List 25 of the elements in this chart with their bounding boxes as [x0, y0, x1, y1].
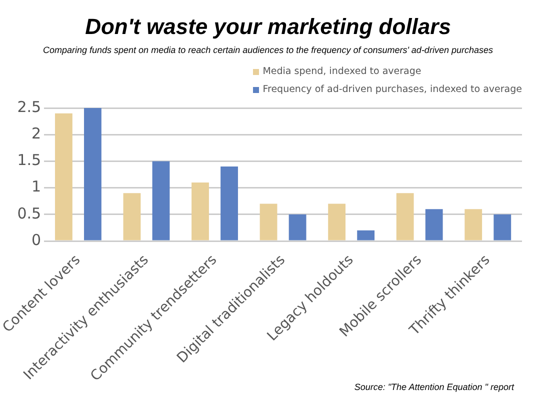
bar — [396, 193, 414, 240]
source-note: Source: "The Attention Equation " report — [354, 382, 514, 392]
y-tick-label: 2.5 — [17, 98, 42, 116]
bar — [328, 204, 346, 240]
y-tick-label: 2 — [32, 124, 42, 142]
bar — [357, 230, 375, 240]
chart-title: Don't waste your marketing dollars — [84, 14, 452, 40]
y-tick-label: 0.5 — [17, 204, 42, 222]
y-tick-label: 1.5 — [17, 151, 42, 170]
bar — [123, 193, 141, 240]
bar — [288, 214, 306, 240]
bar — [54, 113, 72, 240]
bar — [220, 166, 238, 240]
chart-subtitle: Comparing funds spent on media to reach certain audiences to the frequency of consumers' ad-driven purchases — [42, 45, 494, 55]
bar — [494, 214, 512, 240]
legend-label: Frequency of ad-driven purchases, indexed to average — [262, 84, 522, 95]
bar — [425, 209, 443, 240]
bar — [192, 182, 209, 240]
y-tick-label: 0 — [32, 230, 42, 249]
bar — [152, 161, 170, 240]
bar — [84, 108, 102, 240]
bar — [260, 204, 278, 240]
y-tick-label: 1 — [32, 178, 42, 196]
legend-label: Media spend, indexed to average — [262, 66, 422, 77]
bar — [464, 209, 482, 240]
